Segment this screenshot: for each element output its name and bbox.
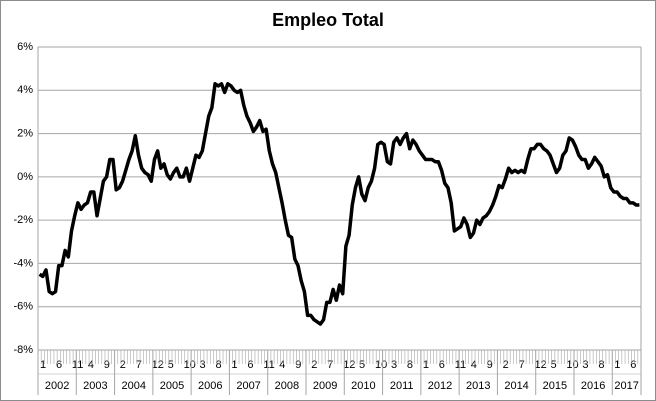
x-tick-label: 5: [550, 359, 556, 371]
x-tick-label: 9: [295, 359, 301, 371]
year-label: 2004: [121, 380, 145, 392]
y-tick-label: 4%: [17, 84, 33, 96]
x-tick-label: 11: [72, 359, 83, 371]
x-tick-label: 1: [423, 359, 429, 371]
x-tick-label: 11: [263, 359, 274, 371]
y-tick-label: -2%: [13, 214, 33, 226]
year-label: 2011: [390, 380, 414, 392]
y-tick-label: -6%: [13, 301, 33, 313]
x-tick-label: 11: [455, 359, 466, 371]
y-tick-label: -8%: [13, 344, 33, 356]
year-label: 2005: [160, 380, 184, 392]
x-tick-label: 12: [343, 359, 355, 371]
x-tick-label: 2: [120, 359, 126, 371]
year-label: 2016: [581, 380, 605, 392]
year-label: 2014: [504, 380, 528, 392]
year-label: 2002: [45, 380, 69, 392]
year-label: 2006: [198, 380, 222, 392]
x-tick-label: 1: [231, 359, 237, 371]
x-tick-label: 3: [200, 359, 206, 371]
x-tick-label: 3: [391, 359, 397, 371]
y-tick-label: 6%: [17, 41, 33, 53]
year-label: 2015: [543, 380, 567, 392]
x-tick-label: 6: [56, 359, 62, 371]
x-tick-label: 7: [327, 359, 333, 371]
x-tick-label: 5: [168, 359, 174, 371]
x-tick-label: 7: [136, 359, 142, 371]
year-label: 2003: [83, 380, 107, 392]
x-tick-label: 4: [88, 359, 94, 371]
year-label: 2017: [614, 380, 638, 392]
year-label: 2009: [313, 380, 337, 392]
year-label: 2012: [428, 380, 452, 392]
year-label: 2013: [466, 380, 490, 392]
year-label: 2010: [351, 380, 375, 392]
x-tick-label: 8: [407, 359, 413, 371]
year-label: 2008: [275, 380, 299, 392]
x-tick-label: 12: [535, 359, 547, 371]
x-tick-label: 10: [375, 359, 387, 371]
x-tick-label: 12: [152, 359, 164, 371]
line-series: [38, 82, 640, 326]
x-tick-label: 1: [40, 359, 46, 371]
x-tick-label: 7: [519, 359, 525, 371]
x-tick-label: 6: [247, 359, 253, 371]
x-tick-label: 8: [598, 359, 604, 371]
x-tick-label: 4: [471, 359, 477, 371]
x-tick-label: 9: [104, 359, 110, 371]
x-tick-label: 4: [279, 359, 285, 371]
x-tick-label: 5: [359, 359, 365, 371]
x-tick-label: 3: [582, 359, 588, 371]
x-tick-label: 10: [566, 359, 578, 371]
x-tick-label: 2: [311, 359, 317, 371]
y-tick-label: 0%: [17, 171, 33, 183]
x-tick-label: 9: [487, 359, 493, 371]
x-tick-label: 8: [215, 359, 221, 371]
x-tick-label: 10: [184, 359, 196, 371]
chart-title: Empleo Total: [272, 10, 384, 30]
x-tick-label: 1: [614, 359, 620, 371]
x-tick-label: 6: [439, 359, 445, 371]
y-tick-label: -4%: [13, 257, 33, 269]
x-tick-label: 6: [630, 359, 636, 371]
x-tick-label: 2: [503, 359, 509, 371]
y-tick-label: 2%: [17, 127, 33, 139]
year-label: 2007: [236, 380, 260, 392]
